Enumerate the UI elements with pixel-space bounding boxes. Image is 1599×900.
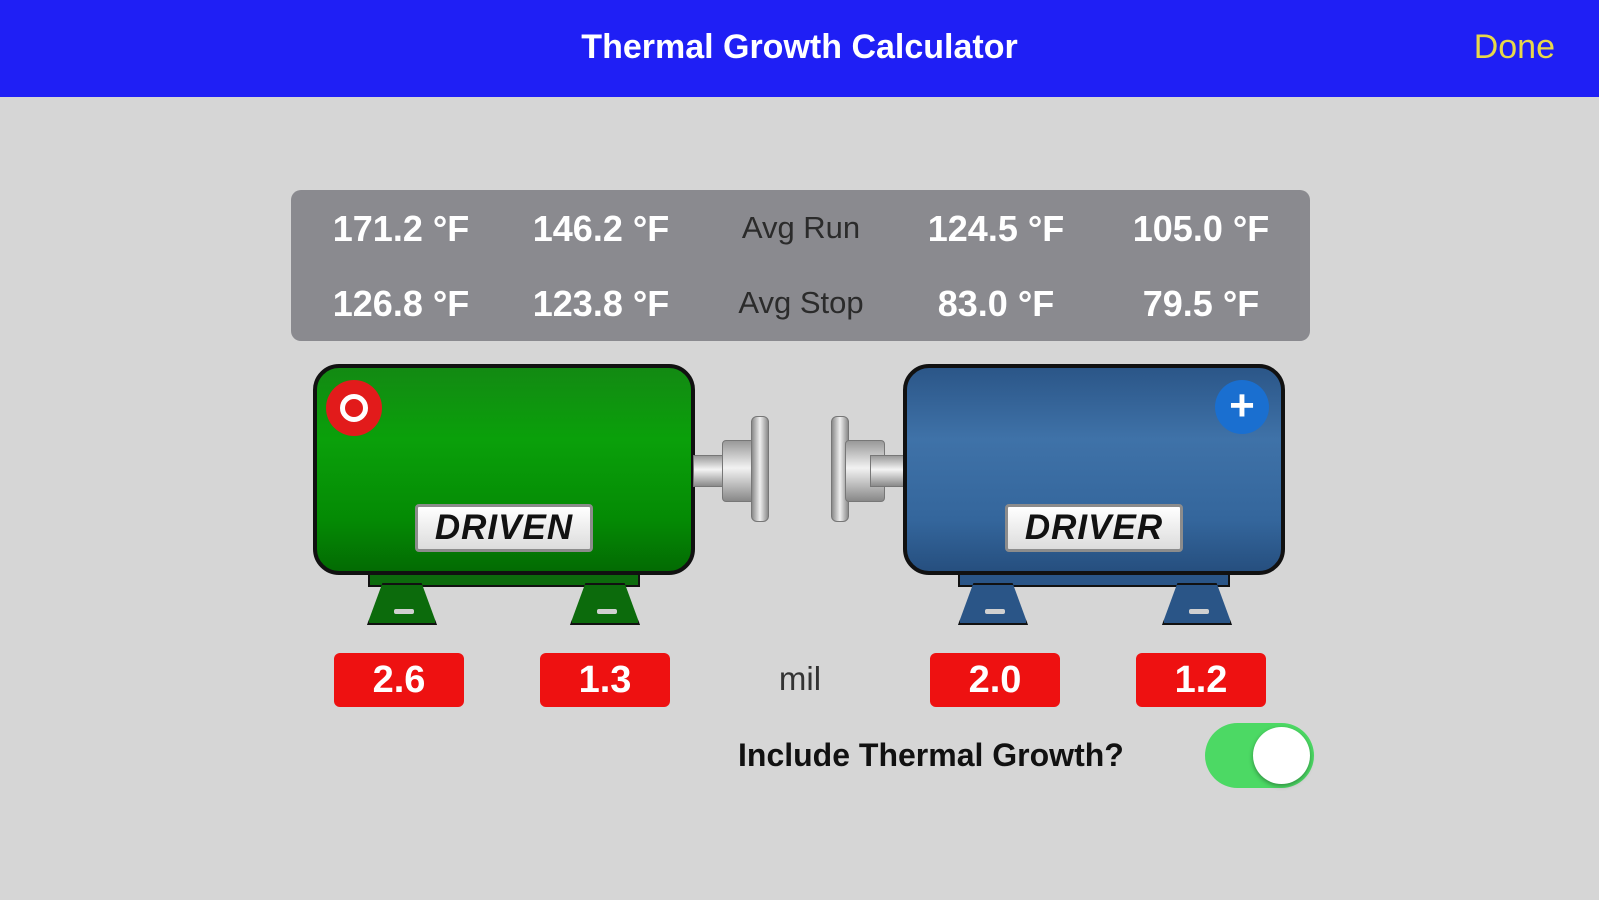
driven-foot1-stop-temp[interactable]: 126.8 °F [332, 283, 470, 324]
page-title: Thermal Growth Calculator [581, 28, 1018, 66]
driver-foot-1 [958, 583, 1028, 625]
navigation-bar: Thermal Growth Calculator Done [0, 0, 1599, 97]
driver-foot1-stop-temp[interactable]: 83.0 °F [937, 283, 1055, 324]
driven-foot-1 [367, 583, 437, 625]
driven-nameplate: DRIVEN [415, 504, 593, 552]
driver-foot2-growth[interactable]: 1.2 [1136, 653, 1266, 707]
growth-unit-label: mil [778, 660, 822, 697]
done-button[interactable]: Done [1473, 28, 1555, 66]
target-icon[interactable] [326, 380, 382, 436]
driven-foot2-run-temp[interactable]: 146.2 °F [532, 208, 670, 249]
driven-foot1-run-temp[interactable]: 171.2 °F [332, 208, 470, 249]
driven-foot-2 [570, 583, 640, 625]
thermal-growth-toggle[interactable] [1205, 723, 1314, 788]
thermal-growth-toggle-label: Include Thermal Growth? [738, 737, 1124, 773]
plus-icon[interactable]: + [1215, 380, 1269, 434]
driven-foot2-growth[interactable]: 1.3 [540, 653, 670, 707]
avg-run-label: Avg Run [741, 210, 861, 245]
driver-foot1-run-temp[interactable]: 124.5 °F [927, 208, 1065, 249]
driver-foot2-run-temp[interactable]: 105.0 °F [1132, 208, 1270, 249]
driver-foot-2 [1162, 583, 1232, 625]
driver-nameplate: DRIVER [1005, 504, 1183, 552]
avg-stop-label: Avg Stop [738, 285, 864, 320]
driven-foot2-stop-temp[interactable]: 123.8 °F [532, 283, 670, 324]
driven-coupling-flange [751, 416, 769, 522]
temperature-panel: 171.2 °F 146.2 °F Avg Run 124.5 °F 105.0… [291, 190, 1310, 341]
driven-foot1-growth[interactable]: 2.6 [334, 653, 464, 707]
toggle-knob [1253, 727, 1310, 784]
driver-foot1-growth[interactable]: 2.0 [930, 653, 1060, 707]
driver-foot2-stop-temp[interactable]: 79.5 °F [1142, 283, 1260, 324]
